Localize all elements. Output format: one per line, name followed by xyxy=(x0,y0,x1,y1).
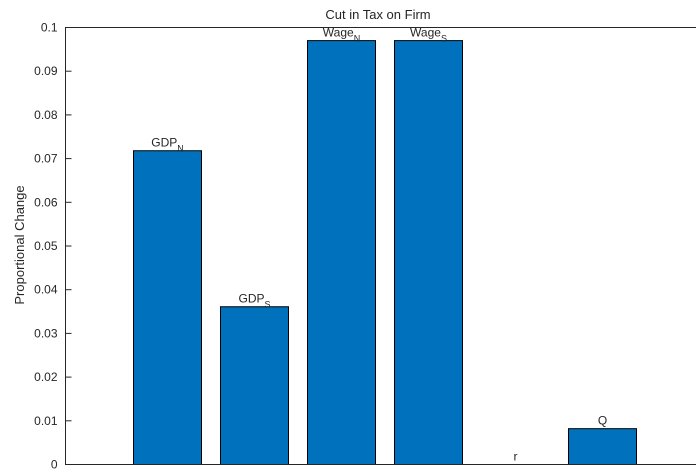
bar xyxy=(307,40,376,466)
y-tick-label: 0.09 xyxy=(34,64,58,78)
bar-label-name: Wage xyxy=(323,26,354,40)
bar-label: GDPS xyxy=(238,292,270,310)
bar xyxy=(394,40,463,466)
y-tick-label: 0.04 xyxy=(34,283,58,297)
bar-label: GDPN xyxy=(151,136,184,154)
y-tick-label: 0.01 xyxy=(34,414,58,428)
bars-group xyxy=(133,40,637,466)
y-tick-label: 0.02 xyxy=(34,370,58,384)
bar-label-name: GDP xyxy=(238,292,264,306)
y-tick-label: 0 xyxy=(51,458,58,471)
y-tick-label: 0.05 xyxy=(34,239,58,253)
bar-label-name: Q xyxy=(598,414,607,428)
y-tick-label: 0.03 xyxy=(34,326,58,340)
y-tick-label: 0.1 xyxy=(41,21,58,35)
bar xyxy=(133,150,202,465)
bar-label-subscript: N xyxy=(177,144,184,154)
bar-label-name: r xyxy=(514,450,518,464)
y-tick-label: 0.08 xyxy=(34,108,58,122)
y-tick-label: 0.07 xyxy=(34,152,58,166)
bar-label: Q xyxy=(598,414,607,428)
bar-label-name: Wage xyxy=(410,26,441,40)
bar xyxy=(220,306,289,466)
bar-label-subscript: N xyxy=(354,34,361,44)
chart-title: Cut in Tax on Firm xyxy=(325,7,430,22)
bar xyxy=(568,428,637,465)
bar-label-subscript: S xyxy=(265,300,271,310)
bar-label: WageS xyxy=(410,26,447,44)
y-tick-label: 0.06 xyxy=(34,195,58,209)
y-axis: 0 0.01 0.02 0.03 0.04 0.05 0.06 0.07 0.08 0.09 0.1 xyxy=(34,21,72,471)
bar-label: r xyxy=(514,450,518,464)
bar-label-name: GDP xyxy=(151,136,177,150)
bar-label-subscript: S xyxy=(441,34,447,44)
y-axis-label: Proportional Change xyxy=(12,185,27,304)
bar-label: WageN xyxy=(323,26,360,44)
